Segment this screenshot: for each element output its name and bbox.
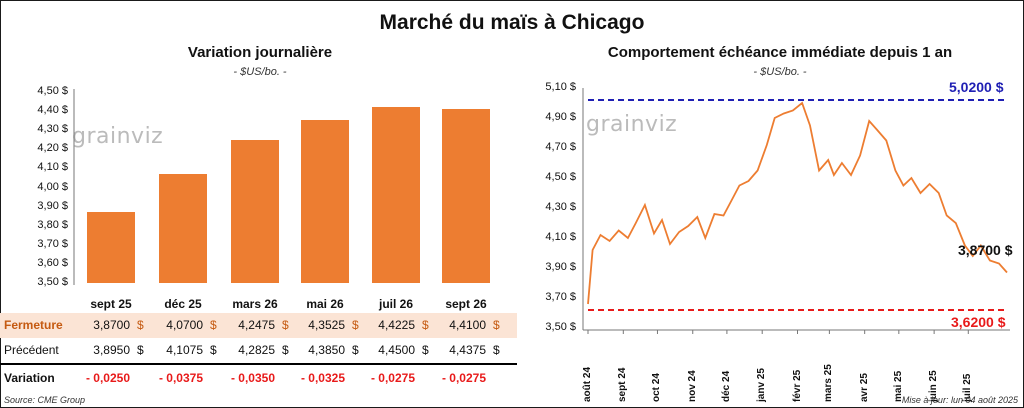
price-series-line [587,101,1008,305]
bar-category-label: juil 26 [378,297,413,311]
bar-category-label: mars 26 [232,297,278,311]
bar-mark [159,174,207,283]
previous-value: 4,2825 [238,343,275,357]
previous-currency: $ [137,343,144,357]
last-label: 3,8700 $ [958,242,1013,258]
close-value: 4,4225 [378,318,415,332]
x-tick-marks [587,330,969,334]
bar-y-tick-label: 3,60 $ [37,256,68,269]
line-y-tick-label: 3,90 $ [545,261,576,273]
low-label: 3,6200 $ [951,314,1006,330]
variation-value: - 0,0275 [370,371,415,385]
bar-mark [87,212,135,283]
bar-y-tick-label: 4,20 $ [37,142,68,155]
variation-value: - 0,0325 [300,371,345,385]
bar-y-tick-label: 3,50 $ [37,276,68,288]
close-value: 4,2475 [238,318,275,332]
variation-row: Variation [0,366,517,391]
variation-value: - 0,0275 [441,371,486,385]
line-y-tick-label: 4,10 $ [545,231,576,243]
bar-mark [301,120,349,283]
high-label: 5,0200 $ [949,79,1004,95]
close-row-label: Fermeture [4,318,63,332]
close-value: 4,3525 [308,318,345,332]
previous-value: 4,4375 [449,343,486,357]
close-currency: $ [493,318,500,332]
bar-mark [442,109,490,283]
previous-currency: $ [210,343,217,357]
bar-y-tick-label: 3,90 $ [37,199,68,212]
bar-mark [231,140,279,283]
close-currency: $ [352,318,359,332]
bar-y-tick-label: 4,30 $ [37,123,68,136]
previous-value: 4,4500 [378,343,415,357]
main-title: Marché du maïs à Chicago [379,11,645,34]
previous-value: 3,8950 [93,343,130,357]
table-divider [0,363,517,365]
previous-row-label: Précédent [4,343,59,357]
bar-y-tick-label: 4,50 $ [37,85,68,97]
line-y-tick-label: 3,70 $ [545,291,576,303]
line-chart-unit: - $US/bo. - [753,66,807,78]
bar-chart-watermark: grainviz [72,124,164,149]
bar-y-tick-label: 3,80 $ [37,218,68,231]
close-currency: $ [210,318,217,332]
previous-value: 4,3850 [308,343,345,357]
line-chart-watermark: grainviz [586,112,678,137]
bar-category-label: déc 25 [164,297,202,311]
variation-value: - 0,0375 [158,371,203,385]
line-y-tick-label: 4,70 $ [545,141,576,153]
variation-value: - 0,0250 [85,371,130,385]
close-currency: $ [422,318,429,332]
previous-currency: $ [493,343,500,357]
source-note: Source: CME Group [4,395,86,405]
close-value: 3,8700 [93,318,130,332]
close-currency: $ [137,318,144,332]
line-y-tick-label: 4,50 $ [545,171,576,183]
line-y-tick-label: 4,90 $ [545,111,576,123]
previous-currency: $ [422,343,429,357]
bar-y-tick-label: 4,40 $ [37,104,68,117]
update-note: Mise à jour: lun 04 août 2025 [901,395,1018,405]
previous-value: 4,1075 [166,343,203,357]
bar-y-tick-label: 4,00 $ [37,180,68,193]
bar-category-label: mai 26 [306,297,344,311]
previous-currency: $ [352,343,359,357]
bar-category-label: sept 25 [90,297,132,311]
close-value: 4,4100 [449,318,486,332]
close-value: 4,0700 [166,318,203,332]
bar-category-label: sept 26 [445,297,487,311]
bar-y-tick-label: 3,70 $ [37,237,68,250]
bar-mark [372,106,420,283]
close-row: Fermeture [0,313,517,338]
previous-row: Précédent [0,338,517,363]
close-currency: $ [282,318,289,332]
bar-y-tick-label: 4,10 $ [37,161,68,174]
bar-chart-unit: - $US/bo. - [233,66,287,78]
variation-value: - 0,0350 [230,371,275,385]
line-y-tick-label: 3,50 $ [545,321,576,333]
variation-row-label: Variation [4,371,55,385]
line-chart-title: Comportement échéance immédiate depuis 1… [607,44,953,61]
line-y-tick-label: 4,30 $ [545,201,576,213]
previous-currency: $ [282,343,289,357]
line-y-tick-label: 5,10 $ [545,81,576,93]
bar-chart-title: Variation journalière [187,44,333,61]
